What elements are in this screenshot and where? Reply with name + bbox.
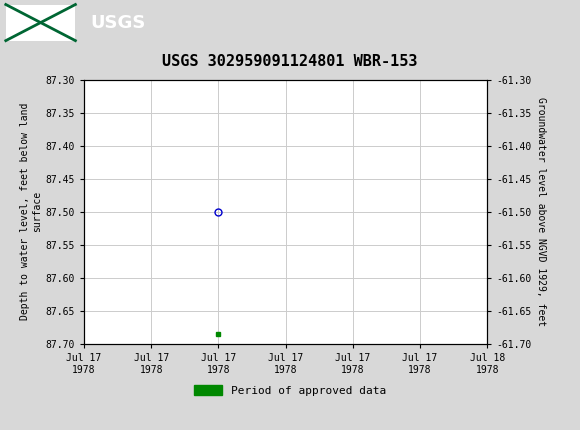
Text: USGS: USGS [90,14,145,31]
Y-axis label: Groundwater level above NGVD 1929, feet: Groundwater level above NGVD 1929, feet [536,97,546,326]
Legend: Period of approved data: Period of approved data [190,381,390,400]
Y-axis label: Depth to water level, feet below land
surface: Depth to water level, feet below land su… [20,103,42,320]
Bar [6,4,75,41]
Text: USGS 302959091124801 WBR-153: USGS 302959091124801 WBR-153 [162,54,418,69]
